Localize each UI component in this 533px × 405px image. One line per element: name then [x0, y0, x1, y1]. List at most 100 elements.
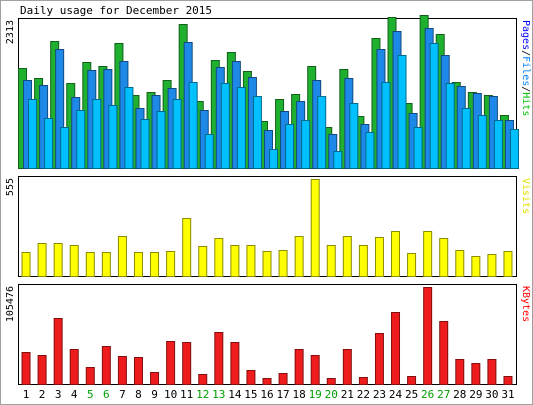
hits-pages-bar-day-12 [204, 134, 214, 169]
kbytes-kbytes-bar-day-5 [85, 367, 95, 385]
visits-visits-bar-day-9 [150, 252, 160, 277]
day-tick-label-20: 20 [325, 388, 338, 401]
visits-visits-bar-day-11 [182, 218, 192, 277]
visits-visits-bar-day-29 [471, 256, 481, 277]
visits-visits-bar-day-21 [342, 236, 352, 277]
day-tick-label-25: 25 [405, 388, 418, 401]
hits-pages-bar-day-11 [188, 82, 198, 169]
kbytes-kbytes-bar-day-22 [358, 377, 368, 385]
hits-pages-bar-day-24 [397, 55, 407, 169]
kbytes-kbytes-bar-day-18 [294, 349, 304, 385]
kbytes-kbytes-bar-day-24 [391, 312, 401, 385]
kbytes-kbytes-bar-day-15 [246, 370, 256, 385]
visits-visits-bar-day-7 [117, 236, 127, 277]
hits-pages-bar-day-29 [477, 115, 487, 169]
day-tick-label-24: 24 [389, 388, 403, 401]
day-tick-label-27: 27 [437, 388, 450, 401]
hits-pages-bar-day-7 [124, 87, 134, 169]
chart-title: Daily usage for December 2015 [20, 4, 212, 17]
hits-pages-bar-day-30 [493, 120, 503, 169]
hits-pages-bar-day-5 [92, 99, 102, 169]
kbytes-kbytes-bar-day-14 [230, 342, 240, 385]
kbytes-kbytes-bar-day-3 [53, 318, 63, 385]
hits-pages-bar-day-15 [252, 96, 262, 169]
day-tick-label-7: 7 [119, 388, 126, 401]
kbytes-kbytes-bar-day-31 [503, 376, 513, 385]
hits-pages-bar-day-31 [509, 129, 519, 169]
hits-pages-bar-day-27 [445, 83, 455, 169]
kbytes-kbytes-bar-day-8 [133, 357, 143, 385]
day-tick-label-16: 16 [260, 388, 273, 401]
visits-visits-bar-day-6 [101, 252, 111, 277]
kbytes-series-label: KBytes [520, 286, 531, 322]
visits-visits-bar-day-4 [69, 245, 79, 277]
kbytes-kbytes-bar-day-13 [214, 332, 224, 385]
visits-max-label: 555 [5, 178, 16, 196]
hits-pages-bar-day-10 [172, 99, 182, 169]
hits-pages-bar-day-1 [28, 99, 38, 169]
day-tick-label-18: 18 [293, 388, 306, 401]
visits-visits-bar-day-14 [230, 245, 240, 277]
hits-pages-bar-day-18 [301, 120, 311, 169]
visits-visits-bar-day-22 [358, 245, 368, 277]
kbytes-kbytes-bar-day-2 [37, 355, 47, 385]
visits-visits-bar-day-12 [198, 246, 208, 277]
kbytes-kbytes-bar-day-26 [423, 287, 433, 385]
day-tick-label-31: 31 [501, 388, 514, 401]
hits-pages-bar-day-16 [269, 149, 278, 169]
day-tick-label-8: 8 [135, 388, 142, 401]
hits-pages-bar-day-2 [44, 118, 54, 169]
visits-series-label: Visits [520, 178, 531, 214]
hits-pages-bar-day-17 [285, 124, 295, 169]
day-tick-label-22: 22 [357, 388, 370, 401]
kbytes-kbytes-bar-day-30 [487, 359, 497, 385]
day-tick-label-14: 14 [228, 388, 242, 401]
day-tick-label-10: 10 [164, 388, 177, 401]
visits-series-label-part-0: Visits [520, 178, 531, 214]
visits-visits-bar-day-13 [214, 238, 224, 277]
day-tick-label-21: 21 [341, 388, 354, 401]
visits-visits-bar-day-20 [326, 245, 336, 277]
day-tick-label-2: 2 [39, 388, 46, 401]
day-tick-label-23: 23 [373, 388, 386, 401]
hits-pages-bar-day-26 [429, 43, 439, 169]
kbytes-kbytes-bar-day-25 [407, 376, 417, 385]
hits-pages-bar-day-9 [156, 111, 166, 169]
kbytes-panel-frame [18, 284, 517, 385]
hits-series-label-part-3: / [520, 86, 531, 92]
day-tick-label-30: 30 [485, 388, 498, 401]
hits-pages-bar-day-4 [76, 110, 86, 169]
kbytes-kbytes-bar-day-1 [21, 352, 31, 385]
visits-visits-bar-day-3 [53, 243, 63, 277]
day-tick-label-29: 29 [469, 388, 482, 401]
kbytes-max-label: 105476 [5, 286, 16, 322]
hits-pages-bar-day-14 [236, 87, 246, 169]
hits-files-bar-day-3 [55, 49, 65, 169]
hits-series-label-part-4: Hits [520, 92, 531, 116]
hits-pages-bar-day-28 [461, 108, 471, 169]
day-tick-label-4: 4 [71, 388, 78, 401]
visits-visits-bar-day-10 [166, 251, 176, 277]
kbytes-kbytes-bar-day-23 [374, 333, 384, 385]
day-tick-label-26: 26 [421, 388, 434, 401]
visits-visits-bar-day-1 [21, 252, 31, 277]
hits-pages-bar-day-20 [333, 151, 343, 169]
visits-visits-bar-day-15 [246, 245, 256, 277]
hits-pages-bar-day-3 [60, 127, 70, 169]
kbytes-kbytes-bar-day-7 [117, 356, 127, 385]
kbytes-kbytes-bar-day-11 [182, 342, 192, 385]
visits-visits-bar-day-25 [407, 253, 417, 277]
day-tick-label-9: 9 [151, 388, 158, 401]
hits-series-label-part-0: Pages [520, 20, 531, 50]
kbytes-kbytes-bar-day-16 [262, 378, 272, 385]
visits-visits-bar-day-30 [487, 254, 497, 277]
visits-visits-bar-day-18 [294, 236, 304, 277]
visits-visits-bar-day-23 [374, 237, 384, 277]
visits-visits-bar-day-8 [133, 252, 143, 277]
kbytes-kbytes-bar-day-17 [278, 373, 288, 385]
day-tick-label-28: 28 [453, 388, 466, 401]
hits-pages-bar-day-25 [413, 127, 423, 169]
